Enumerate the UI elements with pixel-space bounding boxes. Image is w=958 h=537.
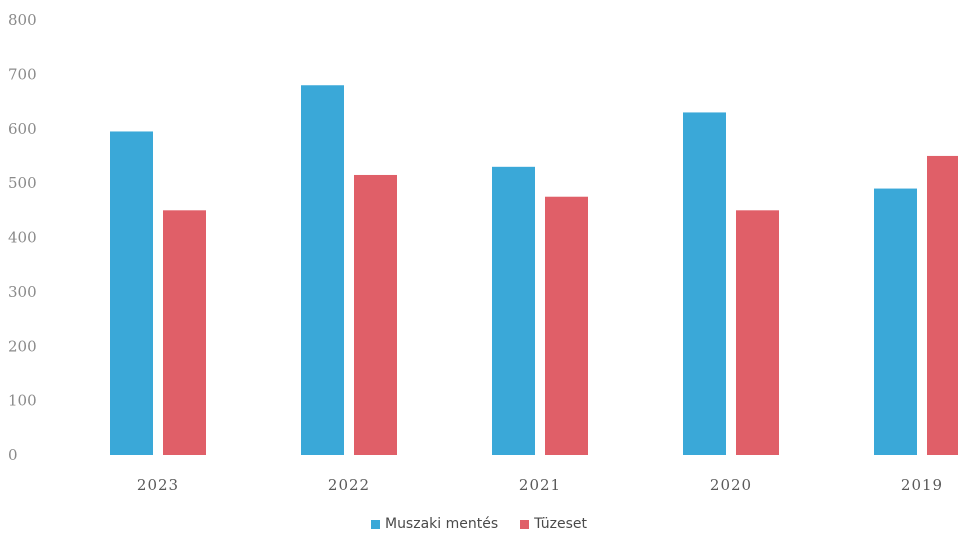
y-tick-label: 300 <box>8 283 37 301</box>
y-tick-label: 500 <box>8 174 37 192</box>
bar-muszaki-mentes-2019 <box>874 188 917 455</box>
y-tick-label: 400 <box>8 229 37 247</box>
y-tick-label: 700 <box>8 65 37 83</box>
bar-tuzeset-2019 <box>927 155 958 455</box>
legend-item-tuzeset: Tüzeset <box>520 516 587 532</box>
y-axis-ticks: 0 100 200 300 400 500 600 700 800 <box>8 11 37 464</box>
x-category-label: 2020 <box>710 476 752 494</box>
x-category-label: 2023 <box>137 476 179 494</box>
legend-item-muszaki-mentes: Muszaki mentés <box>370 516 499 532</box>
legend-label-muszaki-mentes: Muszaki mentés <box>384 516 499 532</box>
y-tick-label: 800 <box>8 11 37 29</box>
bar-muszaki-mentes-2023 <box>110 131 153 455</box>
x-axis-categories: 2023 2022 2021 2020 2019 <box>137 476 943 494</box>
legend-swatch-muszaki-mentes <box>370 519 380 529</box>
y-tick-label: 200 <box>8 337 37 355</box>
legend: Muszaki mentés Tüzeset <box>0 516 958 532</box>
y-tick-label: 0 <box>8 446 18 464</box>
bar-muszaki-mentes-2020 <box>683 112 726 455</box>
x-category-label: 2021 <box>519 476 561 494</box>
bar-muszaki-mentes-2021 <box>492 166 535 455</box>
bar-muszaki-mentes-2022 <box>301 85 344 455</box>
bar-tuzeset-2020 <box>736 210 779 455</box>
y-tick-label: 100 <box>8 392 37 410</box>
legend-label-tuzeset: Tüzeset <box>534 516 588 532</box>
bar-tuzeset-2021 <box>545 196 588 455</box>
y-tick-label: 600 <box>8 120 37 138</box>
bar-tuzeset-2023 <box>163 210 206 455</box>
x-category-label: 2019 <box>901 476 943 494</box>
bars <box>110 85 958 455</box>
legend-swatch-tuzeset <box>520 519 530 529</box>
bar-tuzeset-2022 <box>354 174 397 455</box>
x-category-label: 2022 <box>328 476 370 494</box>
